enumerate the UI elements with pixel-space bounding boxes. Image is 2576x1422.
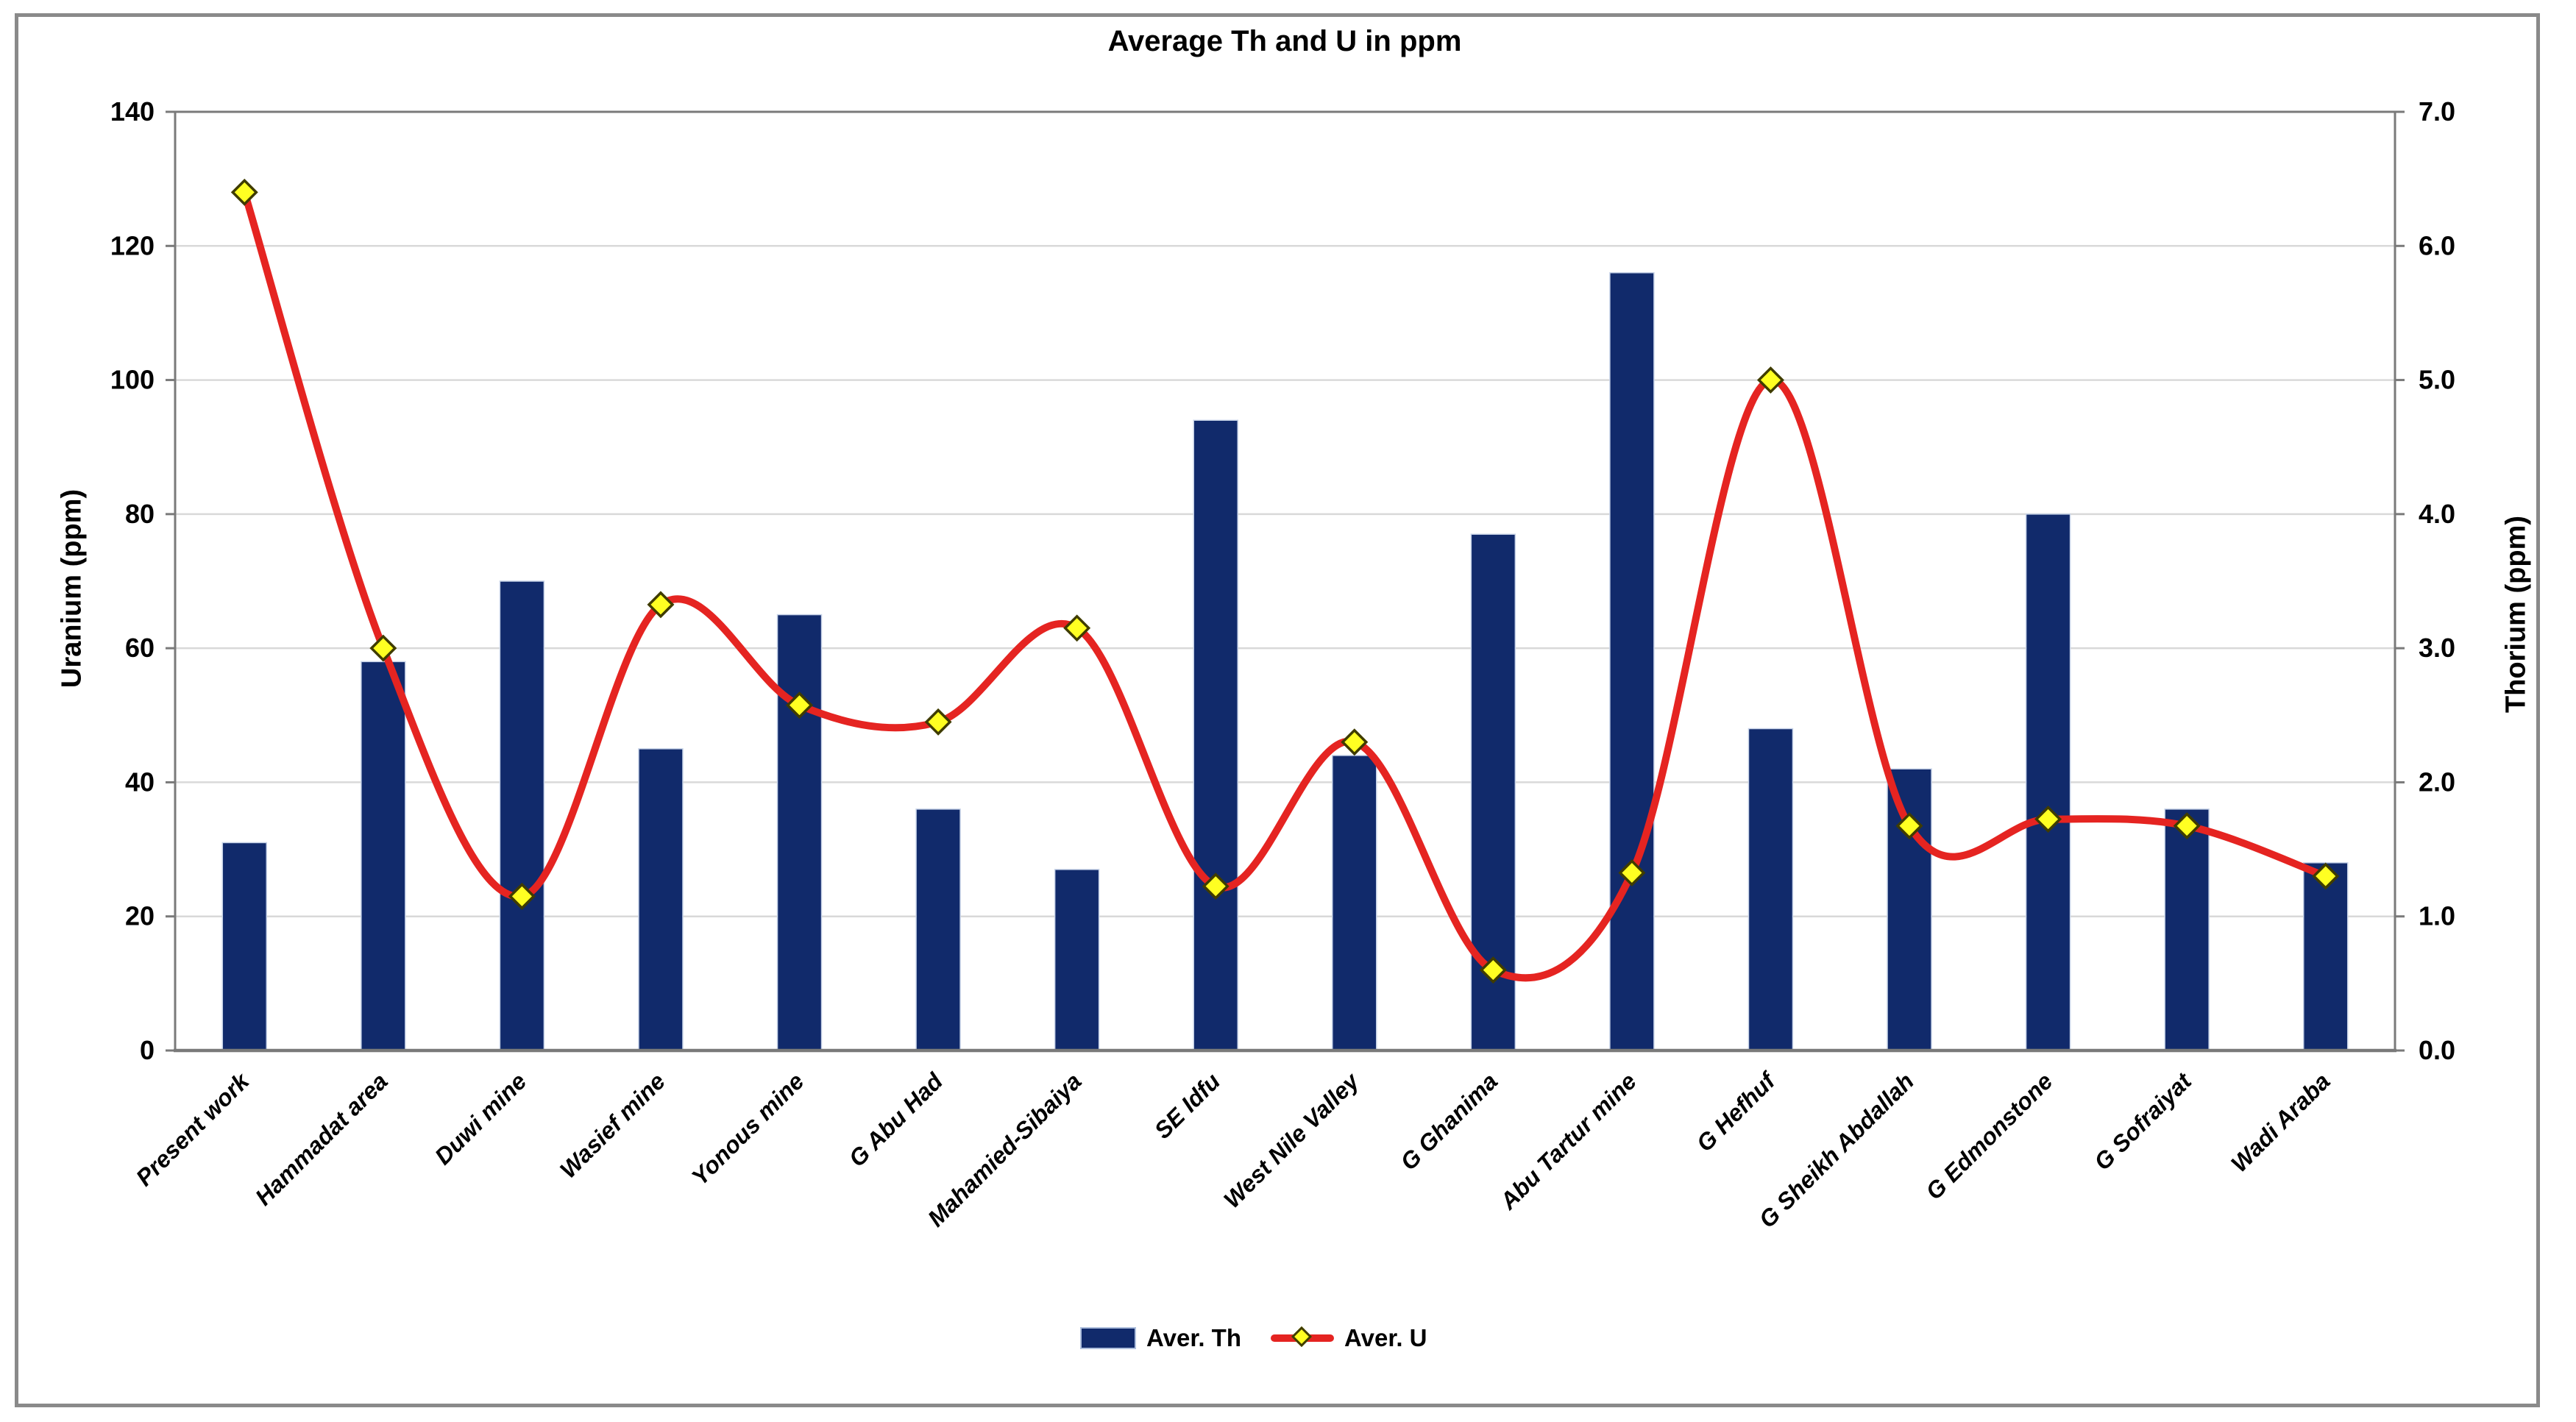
bar-Aver-Th xyxy=(915,808,961,1051)
category-label: West Nile Valley xyxy=(1218,1067,1365,1213)
category-label: G Ghanima xyxy=(1395,1067,1502,1175)
right-tick-label: 0.0 xyxy=(2419,1035,2455,1065)
line-marker-icon xyxy=(1341,728,1369,756)
left-tick-label: 140 xyxy=(110,96,155,127)
line-marker-icon xyxy=(230,178,258,206)
category-label: Yonous mine xyxy=(686,1067,809,1190)
line-marker-icon xyxy=(2312,862,2340,890)
category-label: G Hefhuf xyxy=(1691,1066,1781,1156)
legend-u-label: Aver. U xyxy=(1344,1324,1427,1351)
legend-line-swatch-icon xyxy=(1271,1326,1334,1348)
bar-Aver-Th xyxy=(499,580,545,1051)
left-tick-label: 0 xyxy=(140,1035,155,1065)
right-tick-label: 1.0 xyxy=(2419,901,2455,931)
right-tick-label: 5.0 xyxy=(2419,365,2455,395)
line-marker-icon xyxy=(1063,614,1091,642)
bar-Aver-Th xyxy=(1887,768,1932,1051)
bar-Aver-Th xyxy=(221,842,268,1051)
line-marker-icon xyxy=(1202,872,1230,900)
bar-Aver-Th xyxy=(638,748,684,1051)
legend-diamond-icon xyxy=(1291,1326,1313,1348)
bar-Aver-Th xyxy=(1054,869,1100,1051)
category-label: SE Idfu xyxy=(1149,1067,1225,1143)
line-marker-icon xyxy=(1479,956,1507,984)
right-tick-label: 7.0 xyxy=(2419,96,2455,127)
right-tick-label: 2.0 xyxy=(2419,767,2455,797)
right-tick-label: 3.0 xyxy=(2419,633,2455,663)
bar-Aver-Th xyxy=(2302,862,2349,1051)
category-label: Wadi Araba xyxy=(2226,1067,2335,1177)
bar-Aver-Th xyxy=(1609,271,1655,1051)
bar-Aver-Th xyxy=(1748,728,1794,1051)
category-label: Present work xyxy=(131,1067,255,1191)
left-tick-label: 120 xyxy=(110,230,155,260)
legend: Aver. Th Aver. U xyxy=(1080,1324,1427,1352)
left-tick-label: 60 xyxy=(125,633,155,663)
left-tick-label: 20 xyxy=(125,901,155,931)
left-tick-label: 80 xyxy=(125,499,155,529)
right-tick-label: 4.0 xyxy=(2419,499,2455,529)
line-marker-icon xyxy=(2173,812,2201,840)
line-marker-icon xyxy=(647,591,675,619)
chart-title: Average Th and U in ppm xyxy=(1107,25,1462,57)
line-marker-icon xyxy=(786,692,814,719)
left-tick-label: 100 xyxy=(110,365,155,395)
category-label: Mahamied-Sibaiya xyxy=(923,1067,1087,1231)
legend-bar-swatch-icon xyxy=(1080,1327,1136,1349)
line-marker-icon xyxy=(508,882,536,910)
category-label: G Edmonstone xyxy=(1920,1067,2057,1204)
line-marker-icon xyxy=(924,708,952,736)
category-label: Wasief mine xyxy=(555,1067,670,1183)
line-marker-icon xyxy=(1618,858,1646,886)
line-marker-icon xyxy=(2034,806,2062,833)
line-marker-icon xyxy=(1895,812,1923,840)
category-label: Hammadat area xyxy=(250,1067,393,1210)
bar-Aver-Th xyxy=(776,614,823,1051)
bar-Aver-Th xyxy=(2164,808,2210,1051)
left-tick-label: 40 xyxy=(125,767,155,797)
line-marker-icon xyxy=(369,634,397,662)
category-label: Abu Tartur mine xyxy=(1494,1067,1642,1215)
bar-Aver-Th xyxy=(1332,755,1377,1051)
line-Aver-U xyxy=(241,188,2330,982)
category-label: Duwi mine xyxy=(430,1067,532,1170)
category-label: G Sofraiyat xyxy=(2089,1067,2197,1176)
bar-Aver-Th xyxy=(361,661,406,1051)
bar-Aver-Th xyxy=(1193,419,1238,1051)
line-marker-icon xyxy=(1756,366,1784,394)
legend-th-label: Aver. Th xyxy=(1146,1324,1241,1351)
category-label: G Abu Had xyxy=(844,1067,949,1172)
bar-Aver-Th xyxy=(2025,513,2071,1051)
right-tick-label: 6.0 xyxy=(2419,230,2455,260)
category-label: G Sheikh Abdallah xyxy=(1753,1067,1919,1233)
